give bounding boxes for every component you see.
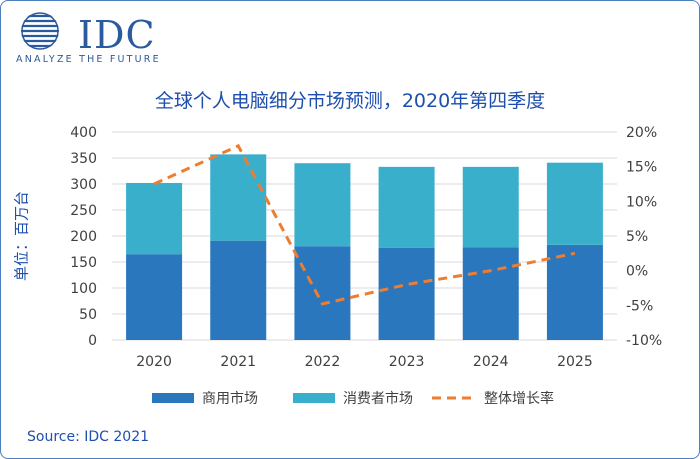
bar-commercial (378, 247, 435, 340)
y-tick-label: 150 (70, 255, 97, 271)
legend-commercial-label: 商用市场 (202, 390, 258, 407)
bar-consumer (378, 166, 435, 248)
y2-tick-label: -5% (626, 298, 653, 314)
y2-tick-label: 20% (626, 125, 657, 141)
source-note: Source: IDC 2021 (27, 429, 150, 445)
y-tick-label: 50 (79, 307, 97, 323)
x-tick-label: 2023 (389, 354, 425, 370)
y-axis-title: 单位：百万台 (13, 191, 31, 281)
bar-commercial (210, 240, 267, 340)
y2-tick-label: 10% (626, 194, 657, 210)
y-tick-label: 250 (70, 203, 97, 219)
y-tick-label: 0 (88, 333, 97, 349)
x-tick-label: 2025 (557, 354, 593, 370)
x-tick-label: 2020 (136, 354, 172, 370)
x-tick-label: 2021 (220, 354, 256, 370)
logo-tagline: ANALYZE THE FUTURE (16, 54, 161, 65)
bar-commercial (462, 247, 519, 340)
legend-consumer-label: 消费者市场 (343, 390, 413, 407)
legend-consumer-swatch (293, 393, 335, 403)
bar-commercial (546, 244, 603, 340)
bar-consumer (462, 166, 519, 248)
growth-rate-line (153, 143, 576, 306)
y-tick-label: 400 (70, 125, 97, 141)
x-tick-label: 2022 (305, 354, 341, 370)
idc-logo: IDC ANALYZE THE FUTURE (16, 10, 159, 65)
bar-commercial (126, 254, 183, 340)
y-tick-label: 350 (70, 151, 97, 167)
logo-wordmark: IDC (78, 13, 156, 57)
bar-consumer (126, 182, 183, 255)
chart-title: 全球个人电脑细分市场预测，2020年第四季度 (154, 90, 546, 112)
y2-tick-label: 15% (626, 160, 657, 176)
x-tick-label: 2024 (473, 354, 509, 370)
bar-consumer (210, 154, 267, 241)
y-tick-label: 100 (70, 281, 97, 297)
y2-tick-label: -10% (626, 333, 662, 349)
y-tick-label: 200 (70, 229, 97, 245)
legend-commercial-swatch (152, 393, 194, 403)
globe-icon (21, 12, 59, 50)
bar-commercial (294, 246, 351, 340)
legend-growth-label: 整体增长率 (484, 390, 554, 407)
y2-tick-label: 5% (626, 229, 648, 245)
bar-consumer (546, 162, 603, 245)
y-tick-label: 300 (70, 177, 97, 193)
y2-tick-label: 0% (626, 264, 648, 280)
bar-consumer (294, 163, 351, 247)
